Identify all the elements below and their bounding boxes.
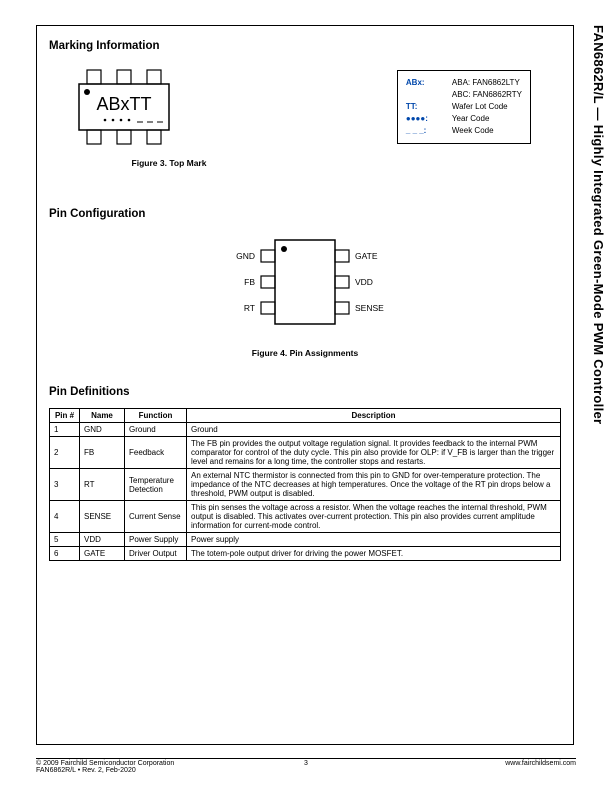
pin-name: GND	[80, 423, 125, 437]
col-header: Description	[187, 409, 561, 423]
legend-val: Week Code	[452, 125, 494, 137]
pin-num: 2	[50, 437, 80, 469]
legend-val: ABC: FAN6862RTY	[452, 89, 522, 101]
pin-func: Temperature Detection	[125, 469, 187, 501]
table-row: 1GNDGroundGround	[50, 423, 561, 437]
table-row: 4SENSECurrent SenseThis pin senses the v…	[50, 501, 561, 533]
pin-func: Power Supply	[125, 533, 187, 547]
marking-legend: ABx:ABA: FAN6862LTY ABC: FAN6862RTY TT:W…	[397, 70, 531, 144]
svg-text:SENSE: SENSE	[355, 303, 384, 313]
pin-defs-section: Pin Definitions Pin # Name Function Desc…	[49, 386, 561, 561]
footer-page-number: 3	[304, 760, 308, 767]
col-header: Pin #	[50, 409, 80, 423]
legend-key	[406, 89, 452, 101]
svg-text:GATE: GATE	[355, 251, 378, 261]
pin-assignment-figure: GND FB RT GATE VDD SENSE	[195, 230, 415, 340]
pin-num: 4	[50, 501, 80, 533]
pin-config-section: Pin Configuration GND FB RT GATE	[49, 208, 561, 358]
legend-val: Wafer Lot Code	[452, 101, 508, 113]
pin-name: SENSE	[80, 501, 125, 533]
page-footer: © 2009 Fairchild Semiconductor Corporati…	[36, 758, 576, 774]
pin-func: Driver Output	[125, 547, 187, 561]
svg-text:ABxTT: ABxTT	[96, 94, 151, 114]
table-row: 5VDDPower SupplyPower supply	[50, 533, 561, 547]
pin-desc: An external NTC thermistor is connected …	[187, 469, 561, 501]
pin-func: Feedback	[125, 437, 187, 469]
pin-name: RT	[80, 469, 125, 501]
col-header: Name	[80, 409, 125, 423]
pin-name: VDD	[80, 533, 125, 547]
figure-3-caption: Figure 3. Top Mark	[49, 158, 289, 168]
legend-key: _ _ _:	[406, 125, 452, 137]
pin-num: 3	[50, 469, 80, 501]
pin-num: 1	[50, 423, 80, 437]
col-header: Function	[125, 409, 187, 423]
figure-4-caption: Figure 4. Pin Assignments	[49, 348, 561, 358]
footer-left: © 2009 Fairchild Semiconductor Corporati…	[36, 760, 174, 774]
pin-name: FB	[80, 437, 125, 469]
table-row: 3RTTemperature DetectionAn external NTC …	[50, 469, 561, 501]
table-header-row: Pin # Name Function Description	[50, 409, 561, 423]
marking-heading: Marking Information	[49, 40, 561, 52]
pin-desc: Power supply	[187, 533, 561, 547]
legend-val: ABA: FAN6862LTY	[452, 77, 520, 89]
legend-val: Year Code	[452, 113, 490, 125]
legend-key: TT:	[406, 101, 452, 113]
pin-desc: Ground	[187, 423, 561, 437]
pin-desc: This pin senses the voltage across a res…	[187, 501, 561, 533]
pin-desc: The FB pin provides the output voltage r…	[187, 437, 561, 469]
pin-defs-heading: Pin Definitions	[49, 386, 561, 398]
pin-def-table: Pin # Name Function Description 1GNDGrou…	[49, 408, 561, 561]
table-row: 2FBFeedbackThe FB pin provides the outpu…	[50, 437, 561, 469]
vertical-title: FAN6862R/L — Highly Integrated Green-Mod…	[591, 25, 606, 424]
pin-config-heading: Pin Configuration	[49, 208, 561, 220]
svg-text:RT: RT	[244, 303, 255, 313]
page-frame: Marking Information ABxTT	[36, 25, 574, 745]
pin-func: Current Sense	[125, 501, 187, 533]
pin-desc: The totem-pole output driver for driving…	[187, 547, 561, 561]
svg-text:FB: FB	[244, 277, 255, 287]
legend-key: ●●●●:	[406, 113, 452, 125]
legend-key: ABx:	[406, 77, 452, 89]
pin-num: 5	[50, 533, 80, 547]
footer-right: www.fairchildsemi.com	[505, 760, 576, 774]
table-row: 6GATEDriver OutputThe totem-pole output …	[50, 547, 561, 561]
pin-func: Ground	[125, 423, 187, 437]
top-mark-figure: ABxTT	[59, 62, 189, 152]
pin-num: 6	[50, 547, 80, 561]
svg-text:GND: GND	[236, 251, 255, 261]
marking-section: Marking Information ABxTT	[49, 40, 561, 168]
pin-name: GATE	[80, 547, 125, 561]
svg-text:VDD: VDD	[355, 277, 373, 287]
